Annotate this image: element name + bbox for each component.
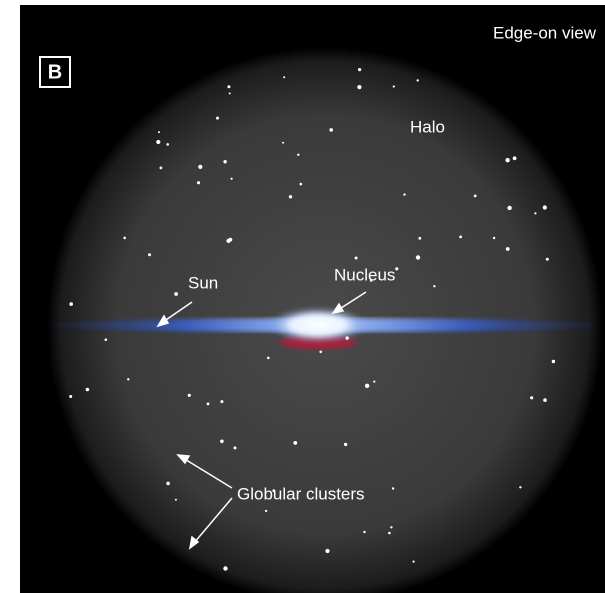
star <box>69 302 73 306</box>
panel-label: B <box>48 61 62 83</box>
halo-label: Halo <box>410 117 445 136</box>
star <box>546 258 549 261</box>
nucleus-label: Nucleus <box>334 265 395 284</box>
star <box>207 403 210 406</box>
star <box>530 396 533 399</box>
star <box>513 156 517 160</box>
star <box>69 395 72 398</box>
star <box>166 482 170 486</box>
star <box>459 236 462 239</box>
star <box>505 158 509 162</box>
star <box>293 441 297 445</box>
star <box>506 247 510 251</box>
star <box>358 68 361 71</box>
star <box>433 285 435 287</box>
star <box>297 154 299 156</box>
star <box>365 384 369 388</box>
star <box>413 561 415 563</box>
star <box>534 212 536 214</box>
star <box>344 443 347 446</box>
star <box>223 566 227 570</box>
star <box>346 336 349 339</box>
star <box>166 143 169 146</box>
star <box>355 257 358 260</box>
star <box>227 85 230 88</box>
star <box>197 181 200 184</box>
star <box>543 205 547 209</box>
star <box>300 183 303 186</box>
star <box>188 394 191 397</box>
star <box>216 117 219 120</box>
star <box>388 532 391 535</box>
star <box>390 526 392 528</box>
star <box>325 549 329 553</box>
star <box>231 178 233 180</box>
star <box>357 85 361 89</box>
star <box>403 193 405 195</box>
star <box>174 292 178 296</box>
star <box>552 360 555 363</box>
star <box>220 440 224 444</box>
star <box>267 357 270 360</box>
star <box>105 338 108 341</box>
star <box>393 85 395 87</box>
star <box>123 237 126 240</box>
diagram: B Edge-on view Halo Sun Nucleus Globular… <box>0 0 605 593</box>
sun-label: Sun <box>188 273 218 292</box>
star <box>148 253 151 256</box>
star <box>418 237 421 240</box>
star <box>416 255 420 259</box>
star <box>319 351 322 354</box>
page: B Edge-on view Halo Sun Nucleus Globular… <box>0 0 605 593</box>
star <box>158 131 160 133</box>
star <box>198 165 202 169</box>
star <box>395 267 398 270</box>
star <box>507 206 511 210</box>
star <box>175 499 177 501</box>
star <box>283 76 285 78</box>
star <box>282 142 284 144</box>
star <box>220 400 223 403</box>
view-title: Edge-on view <box>493 23 597 42</box>
star <box>417 79 419 81</box>
globular-clusters-label: Globular clusters <box>237 484 365 503</box>
star <box>392 487 394 489</box>
star <box>543 398 547 402</box>
star <box>86 388 90 392</box>
star <box>160 167 163 170</box>
star <box>223 160 226 163</box>
star <box>229 238 233 242</box>
star <box>234 446 237 449</box>
star <box>156 140 160 144</box>
star <box>329 128 333 132</box>
star <box>373 381 375 383</box>
nucleus <box>268 307 368 343</box>
star <box>289 195 292 198</box>
star <box>474 195 477 198</box>
star <box>493 237 495 239</box>
star <box>127 378 129 380</box>
star <box>363 531 365 533</box>
star <box>229 92 231 94</box>
star <box>265 510 267 512</box>
star <box>519 486 521 488</box>
